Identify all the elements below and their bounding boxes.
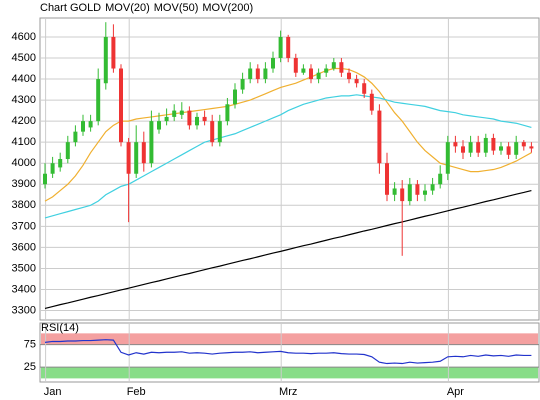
candle-body	[309, 68, 313, 80]
candle-body	[179, 110, 184, 115]
band	[41, 333, 538, 345]
candle-body	[141, 142, 146, 164]
legend-entry: MOV(20)	[105, 2, 150, 14]
candle-body	[293, 57, 298, 73]
y-tick-label: 4300	[12, 94, 36, 106]
candle-body	[415, 184, 420, 195]
y-tick-label: 3700	[12, 220, 36, 232]
candle-body	[476, 142, 481, 153]
candle-body	[324, 68, 329, 73]
candle-body	[499, 146, 503, 151]
candle-body	[339, 62, 344, 73]
y-tick-label: 3600	[12, 241, 36, 253]
y-tick-label: 3400	[12, 283, 36, 295]
y-tick-label: 3300	[12, 304, 36, 316]
candle-body	[385, 163, 389, 195]
candle-body	[407, 184, 412, 202]
candle-body	[453, 142, 458, 147]
line	[44, 339, 532, 365]
band	[41, 367, 538, 379]
candle-body	[263, 68, 268, 80]
y-tick-label: 4200	[12, 115, 36, 127]
candle-body	[96, 79, 101, 122]
candle-body	[362, 83, 367, 94]
line	[44, 67, 532, 202]
legend-entry: Chart GOLD	[40, 2, 101, 14]
candle-body	[81, 121, 85, 132]
candle-body	[430, 184, 435, 191]
candle-body	[43, 173, 47, 185]
candle-body	[187, 110, 192, 126]
candle-body	[217, 121, 222, 143]
y-tick-label: 3900	[12, 178, 36, 190]
y-tick-label: 4000	[12, 157, 36, 169]
x-tick-label: Apr	[447, 386, 464, 398]
candle-body	[111, 36, 116, 69]
candle-body	[445, 142, 450, 174]
candle-body	[50, 163, 55, 174]
candle-body	[400, 188, 405, 202]
candle-body	[255, 68, 260, 80]
plot-area	[39, 17, 540, 321]
candle-body	[195, 116, 199, 126]
candle-body	[354, 79, 359, 84]
candle-body	[347, 72, 351, 80]
candle-body	[240, 79, 245, 90]
legend-entry: MOV(50)	[154, 2, 199, 14]
candle-body	[316, 72, 321, 80]
candle-body	[521, 142, 526, 147]
candle-body	[248, 68, 253, 80]
candle-body	[149, 121, 154, 164]
candle-body	[529, 146, 534, 149]
candle-body	[164, 116, 169, 122]
candle-body	[423, 190, 427, 195]
y-tick-label: 4500	[12, 52, 36, 64]
candle-body	[65, 142, 70, 160]
x-tick-label: Mrz	[279, 386, 297, 398]
y-tick-label: 75	[24, 339, 36, 351]
y-tick-label: 4400	[12, 73, 36, 85]
line	[44, 94, 532, 219]
y-tick-label: 3800	[12, 199, 36, 211]
candle-body	[377, 110, 382, 164]
candle-body	[103, 36, 108, 84]
candle-body	[331, 62, 336, 69]
candle-body	[491, 137, 496, 151]
candle-body	[88, 121, 93, 128]
candle-body	[369, 93, 374, 111]
y-tick-label: 3500	[12, 262, 36, 274]
legend-entry: MOV(200)	[202, 2, 253, 14]
candle-body	[468, 142, 473, 153]
candle-body	[483, 137, 488, 153]
y-tick-label: 4600	[12, 31, 36, 43]
x-tick-label: Feb	[127, 386, 146, 398]
candle-body	[157, 121, 161, 130]
candle-body	[438, 173, 443, 185]
candle-body	[271, 57, 275, 69]
candle-body	[461, 146, 465, 153]
candle-body	[233, 89, 237, 105]
candle-body	[514, 142, 519, 155]
candle-body	[286, 36, 291, 58]
x-tick-label: Jan	[44, 386, 62, 398]
candle-body	[392, 188, 397, 195]
candle-body	[126, 142, 131, 174]
candle-body	[210, 121, 215, 143]
line	[44, 189, 532, 310]
candle-body	[225, 104, 230, 122]
legend-entry: RSI(14)	[41, 322, 79, 334]
candle-body	[278, 36, 283, 58]
candle-body	[202, 116, 207, 122]
candle-body	[134, 142, 139, 174]
candle-body	[172, 110, 177, 117]
candle-body	[58, 159, 63, 168]
y-tick-label: 4100	[12, 136, 36, 148]
candle-body	[301, 68, 306, 73]
candle-body	[119, 68, 123, 143]
y-tick-label: 25	[24, 361, 36, 373]
candle-body	[73, 131, 78, 143]
candle-body	[506, 146, 511, 155]
